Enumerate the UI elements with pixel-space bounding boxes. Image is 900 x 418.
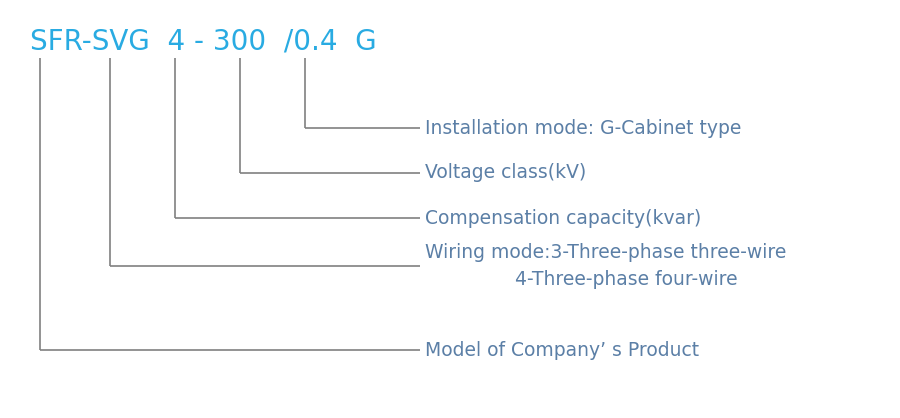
Text: SFR-SVG  4 - 300  /0.4  G: SFR-SVG 4 - 300 /0.4 G (30, 28, 376, 56)
Text: Installation mode: G-Cabinet type: Installation mode: G-Cabinet type (425, 118, 742, 138)
Text: Wiring mode:3-Three-phase three-wire
               4-Three-phase four-wire: Wiring mode:3-Three-phase three-wire 4-T… (425, 243, 787, 289)
Text: Voltage class(kV): Voltage class(kV) (425, 163, 586, 183)
Text: Compensation capacity(kvar): Compensation capacity(kvar) (425, 209, 701, 227)
Text: Model of Company’ s Product: Model of Company’ s Product (425, 341, 699, 359)
